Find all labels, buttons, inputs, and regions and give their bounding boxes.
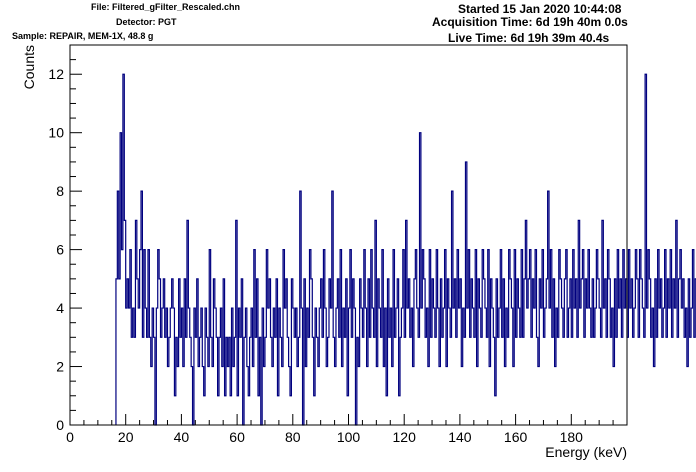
x-tick-label: 20 bbox=[118, 429, 134, 445]
x-tick-label: 100 bbox=[337, 429, 361, 445]
acquisition-time-label: Acquisition Time: 6d 19h 40m 0.0s bbox=[432, 15, 628, 29]
histogram-series bbox=[115, 73, 696, 426]
x-tick-label: 180 bbox=[560, 429, 584, 445]
y-tick-label: 4 bbox=[56, 300, 64, 316]
y-tick-label: 2 bbox=[56, 359, 64, 375]
y-tick-label: 12 bbox=[48, 66, 64, 82]
x-tick-label: 40 bbox=[174, 429, 190, 445]
y-tick-label: 0 bbox=[56, 417, 64, 433]
detector-label: Detector: PGT bbox=[116, 17, 177, 27]
file-name-label: File: Filtered_gFilter_Rescaled.chn bbox=[91, 2, 241, 12]
x-tick-label: 60 bbox=[229, 429, 245, 445]
y-tick-label: 10 bbox=[48, 125, 64, 141]
x-tick-label: 160 bbox=[504, 429, 528, 445]
start-time-label: Started 15 Jan 2020 10:44:08 bbox=[458, 2, 622, 16]
y-tick-label: 6 bbox=[56, 242, 64, 258]
histogram-step-line bbox=[115, 73, 696, 426]
x-tick-label: 80 bbox=[285, 429, 301, 445]
live-time-label: Live Time: 6d 19h 39m 40.4s bbox=[448, 31, 610, 45]
y-axis: 0 2 4 6 8 10 12 bbox=[48, 44, 82, 433]
y-axis-title: Counts bbox=[21, 45, 37, 89]
x-axis-title: Energy (keV) bbox=[545, 444, 627, 460]
x-tick-label: 0 bbox=[66, 429, 74, 445]
y-tick-label: 8 bbox=[56, 183, 64, 199]
sample-label: Sample: REPAIR, MEM-1X, 48.8 g bbox=[12, 31, 154, 41]
x-axis: 0 20 40 60 80 100 120 140 160 180 bbox=[66, 414, 614, 445]
x-tick-label: 120 bbox=[393, 429, 417, 445]
x-tick-label: 140 bbox=[448, 429, 472, 445]
